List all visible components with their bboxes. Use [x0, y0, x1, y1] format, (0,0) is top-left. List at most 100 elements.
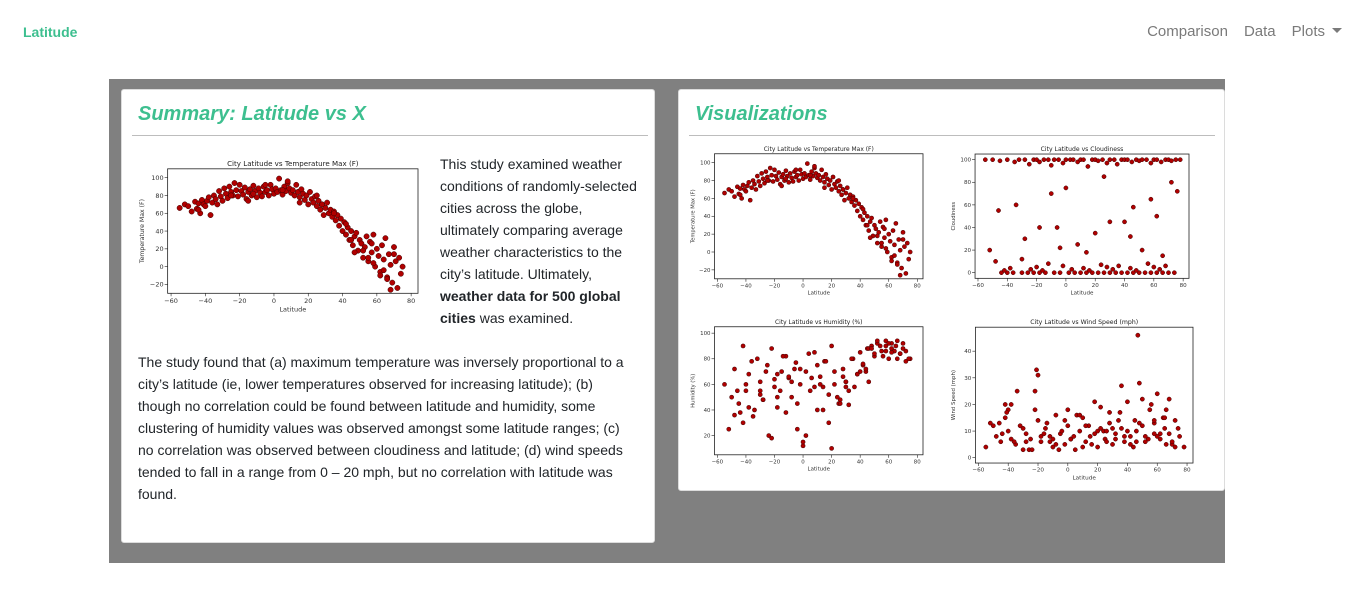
summary-temp-plot[interactable]: City Latitude vs Temperature Max (F) −60−…: [138, 153, 424, 318]
viz-humidity-plot[interactable]: City Latitude vs Humidity (%) −60 −40 −20 0 2…: [689, 313, 929, 476]
data-point: [1071, 434, 1077, 439]
data-point: [757, 183, 763, 189]
data-point: [797, 382, 803, 387]
viz-cloudiness-plot[interactable]: City Latitude vs Cloudiness −60 −40 −20 0 20 4…: [949, 140, 1195, 300]
data-point: [776, 170, 782, 175]
data-point: [822, 180, 827, 185]
data-point: [1125, 399, 1130, 405]
data-point: [797, 167, 803, 173]
data-point: [1160, 253, 1165, 259]
data-point: [1104, 428, 1109, 434]
nav-dropdown-plots[interactable]: Plots: [1292, 23, 1342, 40]
data-point: [883, 338, 889, 344]
x-tick-label: 80: [914, 283, 921, 289]
data-point: [233, 187, 240, 194]
data-point: [231, 180, 238, 186]
data-point: [1051, 270, 1057, 276]
summary-divider: [132, 135, 648, 136]
data-point: [1087, 268, 1092, 273]
data-point: [893, 221, 899, 226]
nav-link-data[interactable]: Data: [1243, 23, 1276, 40]
data-point: [1063, 157, 1069, 163]
data-point: [1148, 402, 1154, 407]
data-point: [792, 366, 797, 372]
data-point: [737, 410, 743, 415]
data-point: [1062, 418, 1068, 423]
data-point: [1151, 418, 1157, 423]
data-point: [1139, 157, 1145, 163]
data-point: [823, 171, 829, 177]
x-tick-label: 60: [373, 297, 381, 305]
data-point: [319, 201, 325, 208]
data-point: [205, 194, 212, 201]
data-point: [1101, 270, 1107, 276]
data-point: [1128, 265, 1133, 271]
viz-wind-plot[interactable]: City Latitude vs Wind Speed (mph) −60 −40 −…: [949, 313, 1199, 485]
data-point: [320, 212, 327, 218]
data-point: [1116, 263, 1122, 269]
data-point: [1125, 428, 1130, 434]
data-point: [185, 203, 192, 210]
data-point: [1147, 407, 1153, 413]
data-point: [1081, 157, 1086, 163]
data-point: [188, 208, 195, 215]
data-point: [396, 254, 403, 261]
data-point: [377, 272, 384, 279]
data-point: [1022, 157, 1028, 163]
data-point: [1122, 439, 1127, 445]
data-point: [1139, 396, 1145, 402]
data-point: [1175, 426, 1181, 431]
data-point: [1163, 407, 1169, 413]
data-point: [291, 192, 298, 199]
data-point: [832, 382, 837, 387]
x-tick-label: 80: [1180, 283, 1188, 289]
data-point: [397, 270, 404, 277]
data-point: [1040, 268, 1045, 273]
data-point: [998, 439, 1004, 445]
data-point: [348, 228, 355, 234]
chart-title: City Latitude vs Temperature Max (F): [764, 146, 874, 153]
y-tick-label: 30: [964, 376, 972, 382]
data-point: [1045, 261, 1051, 266]
data-point: [746, 371, 752, 377]
data-point: [883, 348, 889, 354]
data-point: [1050, 436, 1056, 442]
data-point: [887, 238, 893, 244]
data-point: [769, 435, 774, 441]
data-point: [822, 185, 827, 191]
data-point: [1142, 439, 1148, 445]
data-point: [849, 356, 854, 362]
nav-link-comparison[interactable]: Comparison: [1147, 23, 1228, 40]
brand-link[interactable]: Latitude: [23, 24, 78, 40]
viz-temp-plot[interactable]: City Latitude vs Temperature Max (F) −60 −…: [689, 140, 929, 300]
data-point: [1068, 436, 1074, 442]
data-point: [866, 228, 872, 233]
data-point: [1095, 270, 1101, 276]
data-point: [379, 242, 385, 249]
data-point: [392, 258, 399, 265]
x-tick-label: 80: [1183, 468, 1191, 474]
data-point: [766, 433, 772, 438]
data-point: [1041, 431, 1047, 437]
data-point: [1116, 418, 1121, 423]
data-point: [1160, 270, 1165, 276]
data-point: [289, 187, 296, 194]
y-tick-label: 40: [704, 408, 711, 414]
data-point: [221, 185, 228, 192]
data-point: [1002, 402, 1008, 407]
data-point: [732, 194, 737, 199]
data-point: [902, 244, 907, 249]
data-point: [987, 420, 993, 426]
data-point: [894, 262, 900, 267]
data-point: [1128, 234, 1133, 239]
data-point: [896, 237, 902, 242]
data-point: [1110, 266, 1116, 272]
data-point: [892, 253, 897, 258]
data-point: [339, 228, 346, 234]
data-point: [1125, 270, 1130, 276]
x-tick-label: 60: [885, 459, 892, 465]
data-point: [740, 343, 746, 349]
data-point: [743, 188, 749, 194]
data-point: [889, 258, 894, 264]
plot-frame: [974, 153, 1190, 279]
